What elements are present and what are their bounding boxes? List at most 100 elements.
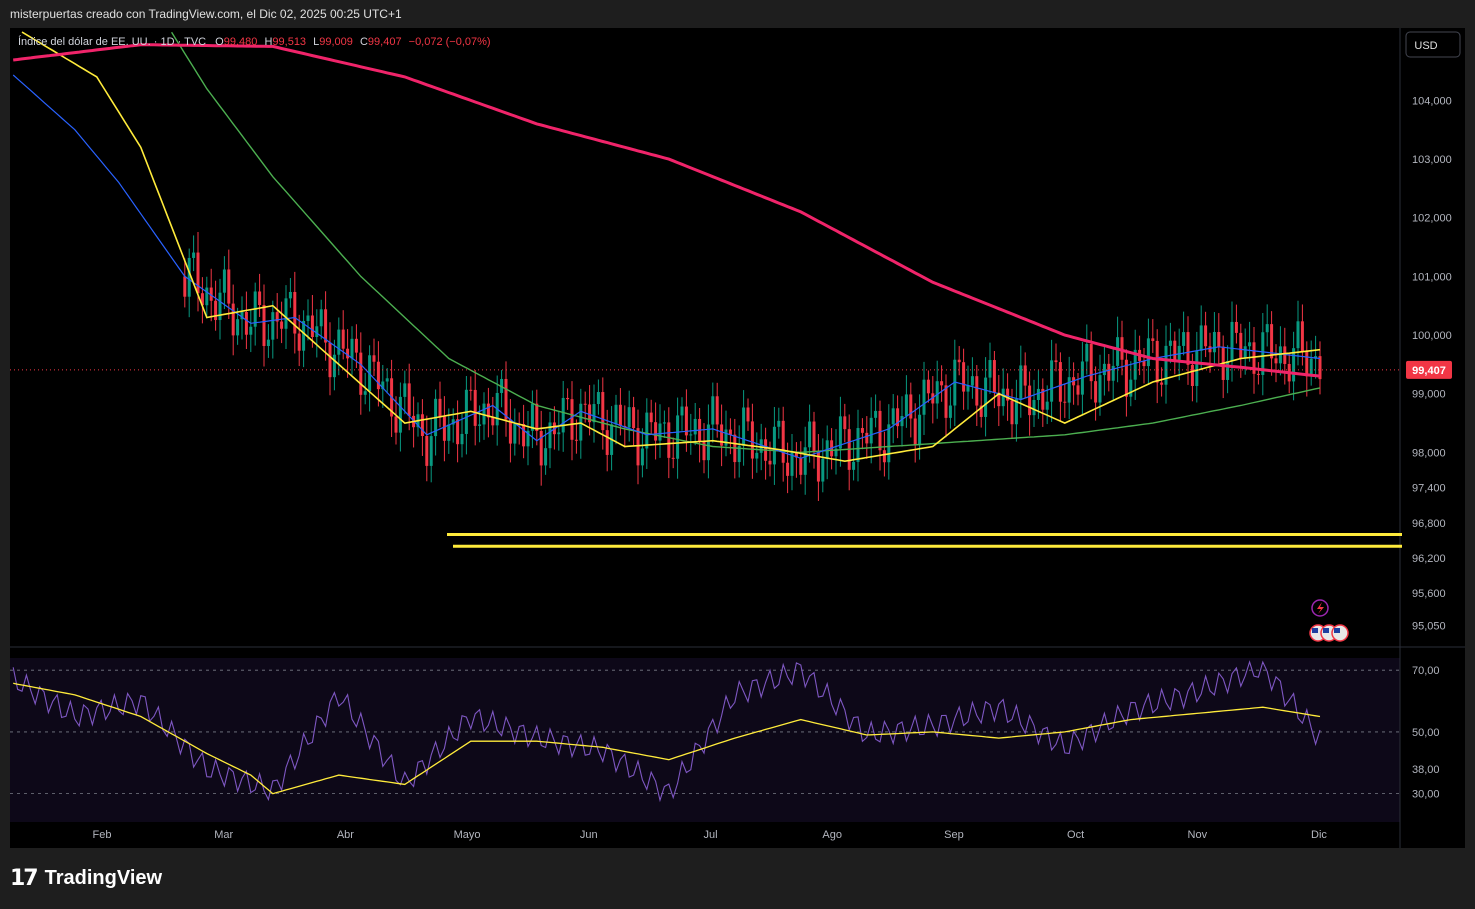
candle-body xyxy=(869,417,873,444)
candle-body xyxy=(1305,351,1309,377)
candle-body xyxy=(684,406,688,436)
candle-body xyxy=(900,415,904,427)
price-tick-label: 97,400 xyxy=(1412,483,1446,495)
candle-body xyxy=(297,333,301,351)
candle-body xyxy=(566,397,570,400)
us-flag-events-icon[interactable] xyxy=(1309,624,1349,642)
tradingview-mark-icon: 17 xyxy=(10,866,39,891)
candle-body xyxy=(280,321,284,329)
price-tick-label: 101,000 xyxy=(1412,271,1452,283)
candle-body xyxy=(689,434,693,436)
candle-body xyxy=(473,389,477,426)
candle-body xyxy=(746,407,750,422)
candle-body xyxy=(218,292,222,321)
price-tick-label: 104,000 xyxy=(1412,95,1452,107)
candle-body xyxy=(913,418,917,446)
ma20-line xyxy=(21,31,1321,463)
candle-body xyxy=(940,381,944,386)
candle-body xyxy=(856,428,860,462)
candle-body xyxy=(1173,340,1177,360)
candle-body xyxy=(1190,364,1194,387)
candle-body xyxy=(948,405,952,418)
candle-body xyxy=(394,416,398,433)
candle-body xyxy=(878,410,882,451)
candle-body xyxy=(539,431,543,466)
candle-body xyxy=(706,424,710,461)
candle-body xyxy=(293,291,297,334)
candle-body xyxy=(1283,346,1287,364)
candle-body xyxy=(1234,321,1238,333)
candle-body xyxy=(1168,340,1172,346)
candle-body xyxy=(1063,401,1067,403)
month-tick-label: Abr xyxy=(337,829,354,841)
candle-body xyxy=(654,422,658,441)
candle-body xyxy=(570,399,574,440)
candle-body xyxy=(702,441,706,461)
candle-body xyxy=(759,439,763,453)
candle-body xyxy=(812,421,816,453)
candle-body xyxy=(376,361,380,390)
candle-body xyxy=(1014,398,1018,425)
candle-body xyxy=(574,439,578,441)
currency-label: USD xyxy=(1414,40,1437,52)
candle-body xyxy=(1107,363,1111,381)
candle-body xyxy=(557,432,561,435)
legend-symbol: Índice del dólar de EE. UU. · 1D · TVC xyxy=(18,35,206,48)
candle-body xyxy=(1045,401,1049,410)
last-price-label: 99,407 xyxy=(1412,365,1446,377)
candle-body xyxy=(935,381,939,404)
candle-body xyxy=(1195,350,1199,387)
candle-body xyxy=(381,381,385,390)
candle-body xyxy=(209,287,213,301)
candle-body xyxy=(231,303,235,336)
candle-body xyxy=(992,360,996,393)
candle-body xyxy=(1094,381,1098,403)
candle-body xyxy=(944,385,948,418)
candle-body xyxy=(1199,325,1203,351)
candle-body xyxy=(1098,375,1102,403)
candle-body xyxy=(755,452,759,459)
grid-layer xyxy=(10,28,1465,848)
candle-body xyxy=(1296,321,1300,349)
currency-button[interactable]: USD xyxy=(1405,31,1461,58)
price-tick-label: 96,800 xyxy=(1412,518,1446,530)
candle-body xyxy=(1089,343,1093,382)
candle-body xyxy=(302,320,306,351)
chart-caption: misterpuertas creado con TradingView.com… xyxy=(10,7,402,21)
candle-body xyxy=(1028,385,1032,416)
candle-body xyxy=(324,309,328,343)
candle-body xyxy=(354,338,358,353)
candle-body xyxy=(887,424,891,463)
candle-body xyxy=(222,269,226,293)
candle-body xyxy=(693,418,697,435)
candle-body xyxy=(724,429,728,446)
legend-low-label: L xyxy=(313,36,319,48)
candle-body xyxy=(548,422,552,449)
candle-body xyxy=(777,420,781,427)
candle-body xyxy=(1270,324,1274,359)
candle-body xyxy=(1239,332,1243,359)
price-tick-label: 99,000 xyxy=(1412,389,1446,401)
candle-body xyxy=(1274,358,1278,364)
candle-body xyxy=(363,391,367,395)
candle-body xyxy=(1146,338,1150,367)
month-tick-label: Mayo xyxy=(454,829,481,841)
candle-body xyxy=(1164,345,1168,385)
candle-body xyxy=(1309,358,1313,377)
candle-body xyxy=(618,404,622,426)
candle-body xyxy=(372,355,376,362)
candle-body xyxy=(970,376,974,386)
candle-body xyxy=(337,329,341,355)
candle-body xyxy=(1248,342,1252,347)
flash-news-icon[interactable] xyxy=(1311,599,1329,617)
candle-body xyxy=(768,460,772,465)
candle-body xyxy=(1256,373,1260,375)
candle-body xyxy=(816,452,820,482)
candle-body xyxy=(957,359,961,363)
candle-body xyxy=(522,423,526,447)
candle-body xyxy=(456,419,460,445)
legend-open-label: O xyxy=(215,36,224,48)
rsi-line xyxy=(12,660,1321,803)
candle-body xyxy=(737,445,741,463)
